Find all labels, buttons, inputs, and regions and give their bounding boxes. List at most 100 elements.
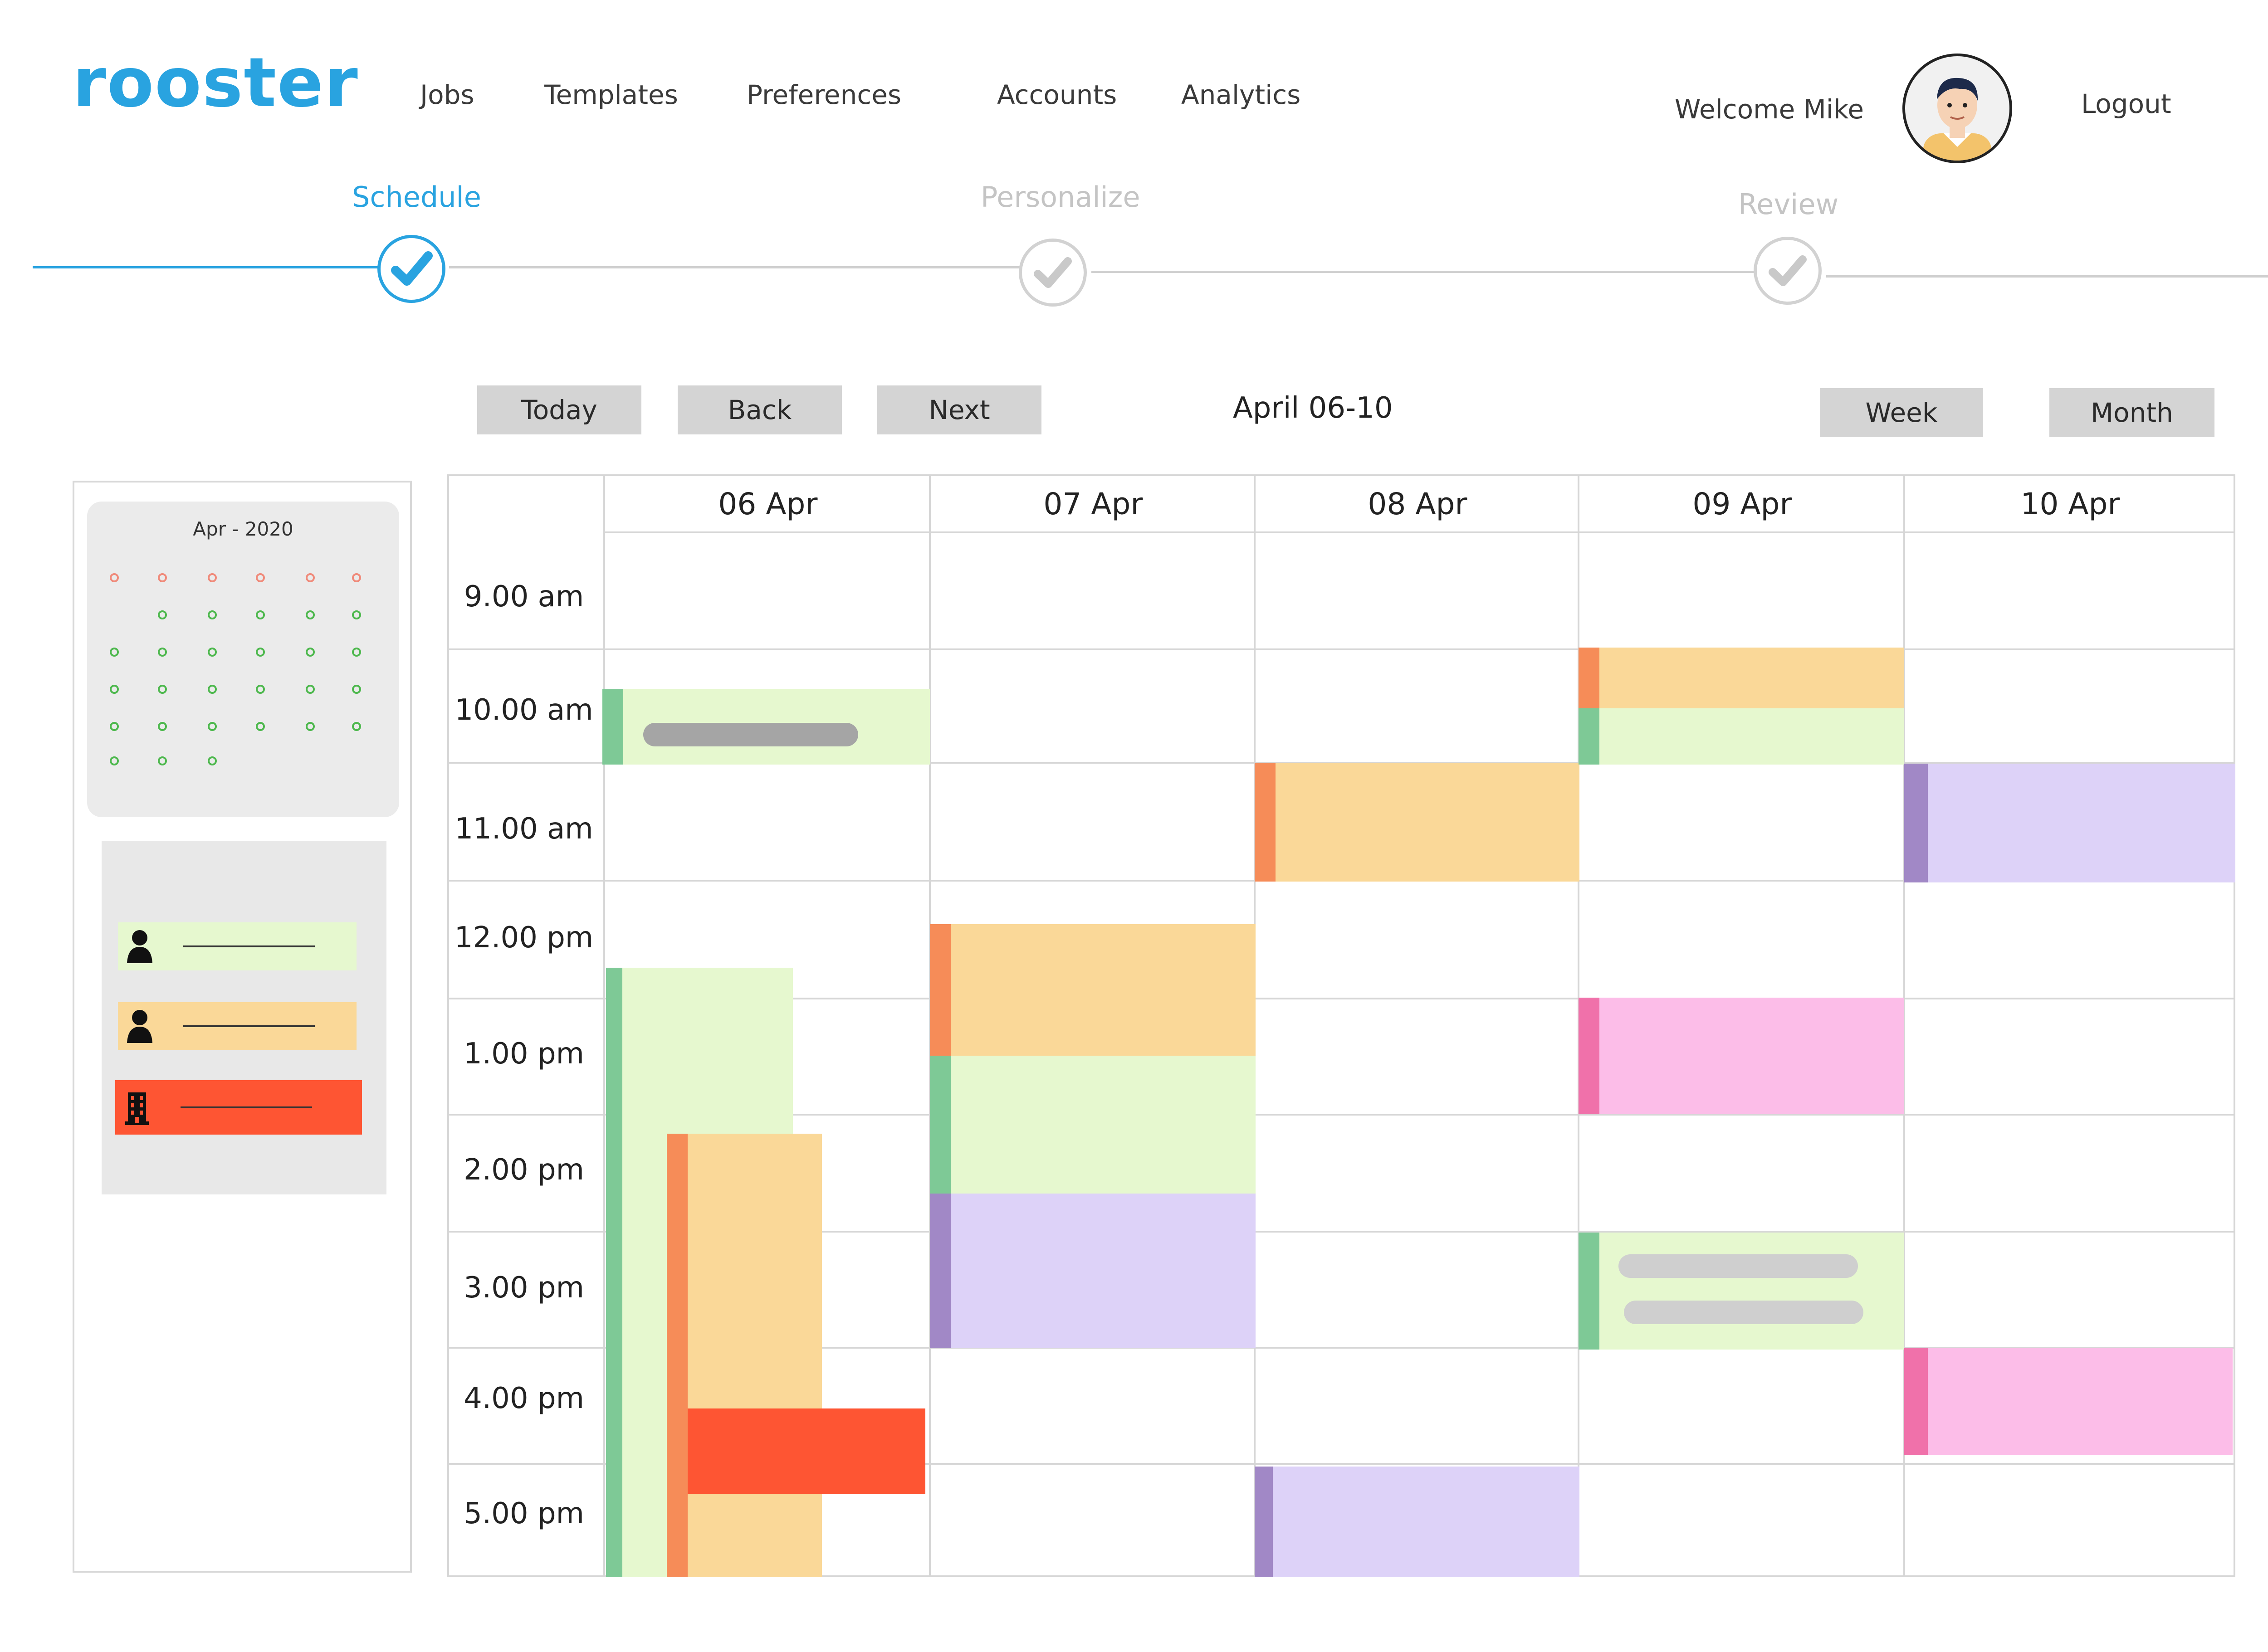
mini-calendar: Apr - 2020 bbox=[87, 502, 399, 817]
event-block[interactable] bbox=[930, 1194, 1256, 1348]
mini-calendar-day[interactable] bbox=[352, 610, 361, 619]
mini-calendar-day[interactable] bbox=[306, 573, 315, 582]
mini-calendar-day[interactable] bbox=[158, 685, 167, 694]
user-avatar-icon bbox=[1923, 78, 1991, 161]
mini-calendar-day[interactable] bbox=[158, 722, 167, 731]
event-block[interactable] bbox=[1579, 648, 1904, 708]
week-view-button[interactable]: Week bbox=[1820, 388, 1983, 437]
welcome-text: Welcome Mike bbox=[1675, 94, 1864, 125]
stepper-line bbox=[449, 266, 1023, 268]
day-header: 06 Apr bbox=[605, 476, 931, 533]
legend-line bbox=[181, 1106, 312, 1108]
step-label-review[interactable]: Review bbox=[1738, 188, 1839, 221]
time-label: 2.00 pm bbox=[464, 1153, 584, 1187]
day-header: 08 Apr bbox=[1256, 476, 1579, 533]
back-button[interactable]: Back bbox=[678, 385, 842, 434]
nav-jobs[interactable]: Jobs bbox=[420, 79, 474, 110]
event-block[interactable] bbox=[1579, 708, 1904, 765]
mini-calendar-day[interactable] bbox=[256, 573, 265, 582]
step-label-personalize[interactable]: Personalize bbox=[981, 180, 1140, 214]
sidebar: Apr - 2020 bbox=[73, 481, 412, 1573]
legend-item-orange[interactable] bbox=[118, 1002, 357, 1050]
mini-calendar-day[interactable] bbox=[306, 685, 315, 694]
mini-calendar-day[interactable] bbox=[110, 756, 119, 765]
event-block[interactable] bbox=[688, 1408, 925, 1494]
step-personalize[interactable] bbox=[1019, 239, 1087, 307]
grid-line bbox=[449, 1347, 2235, 1349]
mini-calendar-day[interactable] bbox=[208, 610, 217, 619]
event-block[interactable] bbox=[1255, 1467, 1579, 1577]
step-label-schedule[interactable]: Schedule bbox=[352, 180, 481, 214]
event-block[interactable] bbox=[930, 924, 1256, 1056]
nav-analytics[interactable]: Analytics bbox=[1181, 79, 1301, 110]
mini-calendar-day[interactable] bbox=[352, 685, 361, 694]
mini-calendar-day[interactable] bbox=[256, 610, 265, 619]
stepper-line bbox=[1826, 275, 2268, 278]
time-label: 4.00 pm bbox=[464, 1382, 584, 1415]
mini-calendar-title: Apr - 2020 bbox=[193, 518, 293, 540]
legend-item-green[interactable] bbox=[118, 922, 357, 970]
step-review[interactable] bbox=[1754, 237, 1822, 305]
event-block[interactable] bbox=[1904, 1348, 2233, 1455]
mini-calendar-day[interactable] bbox=[208, 722, 217, 731]
mini-calendar-day[interactable] bbox=[256, 722, 265, 731]
mini-calendar-day[interactable] bbox=[256, 685, 265, 694]
mini-calendar-day[interactable] bbox=[110, 685, 119, 694]
legend-line bbox=[183, 1025, 315, 1027]
app-logo[interactable]: rooster bbox=[73, 44, 359, 122]
event-block[interactable] bbox=[1579, 1233, 1904, 1350]
mini-calendar-day[interactable] bbox=[208, 573, 217, 582]
check-icon bbox=[1769, 255, 1807, 286]
event-title-placeholder bbox=[1624, 1301, 1863, 1324]
mini-calendar-day[interactable] bbox=[352, 648, 361, 657]
mini-calendar-day[interactable] bbox=[208, 648, 217, 657]
event-block[interactable] bbox=[1904, 764, 2235, 882]
nav-accounts[interactable]: Accounts bbox=[997, 79, 1117, 110]
building-icon bbox=[125, 1092, 149, 1125]
check-icon bbox=[1034, 257, 1072, 288]
person-icon bbox=[127, 1010, 152, 1043]
step-schedule[interactable] bbox=[377, 235, 445, 303]
legend-line bbox=[183, 945, 315, 947]
mini-calendar-day[interactable] bbox=[110, 648, 119, 657]
nav-preferences[interactable]: Preferences bbox=[747, 79, 902, 110]
event-title-placeholder bbox=[1618, 1254, 1858, 1278]
grid-line bbox=[449, 1231, 2235, 1233]
next-button[interactable]: Next bbox=[877, 385, 1041, 434]
event-block[interactable] bbox=[602, 689, 930, 765]
mini-calendar-day[interactable] bbox=[306, 648, 315, 657]
mini-calendar-day[interactable] bbox=[110, 573, 119, 582]
logout-link[interactable]: Logout bbox=[2081, 88, 2171, 119]
mini-calendar-day[interactable] bbox=[208, 756, 217, 765]
mini-calendar-day[interactable] bbox=[256, 648, 265, 657]
event-block[interactable] bbox=[667, 1134, 822, 1577]
event-block[interactable] bbox=[1255, 763, 1579, 882]
check-icon bbox=[391, 251, 433, 286]
grid-line bbox=[1903, 476, 1905, 1577]
mini-calendar-day[interactable] bbox=[352, 573, 361, 582]
mini-calendar-day[interactable] bbox=[306, 722, 315, 731]
event-block[interactable] bbox=[1579, 998, 1904, 1114]
mini-calendar-day[interactable] bbox=[158, 648, 167, 657]
grid-line bbox=[449, 998, 2235, 999]
nav-templates[interactable]: Templates bbox=[544, 79, 678, 110]
mini-calendar-day[interactable] bbox=[306, 610, 315, 619]
mini-calendar-day[interactable] bbox=[208, 685, 217, 694]
mini-calendar-day[interactable] bbox=[352, 722, 361, 731]
today-button[interactable]: Today bbox=[477, 385, 641, 434]
grid-line bbox=[603, 476, 605, 1577]
day-header: 07 Apr bbox=[931, 476, 1256, 533]
time-label: 12.00 pm bbox=[454, 921, 594, 955]
mini-calendar-day[interactable] bbox=[158, 573, 167, 582]
time-label: 5.00 pm bbox=[464, 1497, 584, 1530]
stepper-progress-line bbox=[33, 266, 382, 268]
date-range-label: April 06-10 bbox=[1233, 391, 1393, 425]
mini-calendar-day[interactable] bbox=[110, 722, 119, 731]
mini-calendar-day[interactable] bbox=[158, 610, 167, 619]
legend-item-red[interactable] bbox=[115, 1080, 362, 1135]
time-label: 10.00 am bbox=[455, 693, 593, 727]
mini-calendar-day[interactable] bbox=[158, 756, 167, 765]
event-block[interactable] bbox=[930, 1056, 1256, 1194]
avatar[interactable] bbox=[1902, 54, 2012, 163]
month-view-button[interactable]: Month bbox=[2049, 388, 2214, 437]
